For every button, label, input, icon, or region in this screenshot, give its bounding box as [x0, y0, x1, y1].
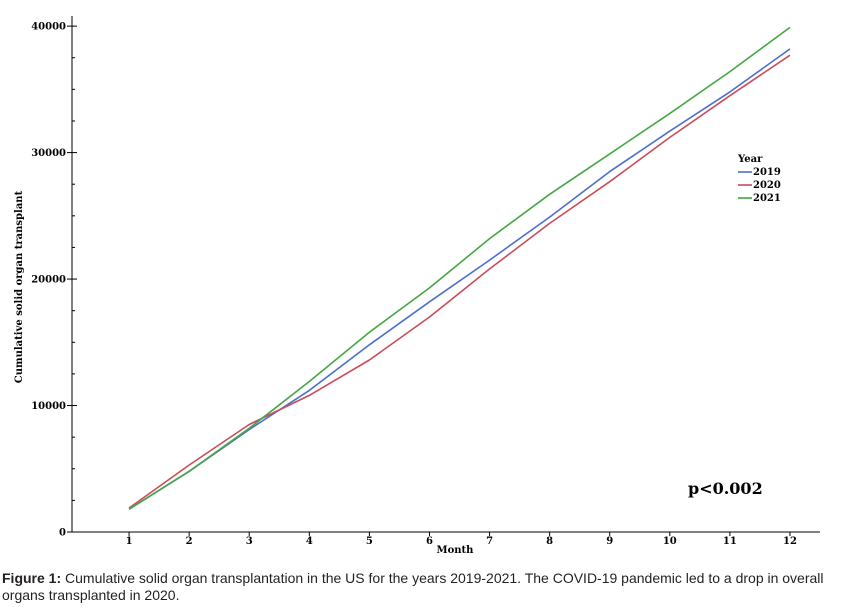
x-tick-label: 6 — [426, 536, 433, 547]
caption-text: Cumulative solid organ transplantation i… — [2, 570, 824, 603]
x-tick-label: 3 — [246, 536, 253, 547]
x-tick-label: 12 — [783, 536, 797, 547]
x-axis-title: Month — [437, 545, 475, 556]
p-value-annotation: p<0.002 — [688, 479, 763, 498]
caption-label: Figure 1: — [2, 570, 62, 586]
y-tick-label: 20000 — [31, 275, 66, 286]
x-tick-label: 5 — [366, 536, 373, 547]
x-tick-label: 10 — [663, 536, 677, 547]
x-tick-label: 8 — [546, 536, 553, 547]
x-tick-label: 9 — [606, 536, 613, 547]
legend-label-2021: 2021 — [753, 193, 781, 204]
x-tick-label: 2 — [186, 536, 193, 547]
y-tick-label: 40000 — [31, 22, 66, 33]
x-tick-label: 7 — [486, 536, 493, 547]
series-line-2021 — [128, 26, 791, 510]
y-tick-label: 10000 — [31, 401, 66, 412]
y-tick-label: 0 — [59, 528, 66, 539]
legend-label-2019: 2019 — [753, 167, 781, 178]
x-tick-label: 11 — [723, 536, 737, 547]
legend-title: Year — [737, 154, 763, 165]
legend-label-2020: 2020 — [753, 180, 781, 191]
series-lines — [128, 26, 791, 510]
x-tick-label: 1 — [126, 536, 133, 547]
x-tick-label: 4 — [306, 536, 313, 547]
y-tick-label: 30000 — [31, 148, 66, 159]
series-line-2019 — [128, 48, 791, 510]
legend: Year 2019 2020 2021 — [737, 154, 781, 204]
figure-caption: Figure 1: Cumulative solid organ transpl… — [2, 570, 864, 604]
series-line-2020 — [128, 54, 791, 509]
y-axis-title: Cumulative solid organ transplant — [14, 190, 25, 383]
